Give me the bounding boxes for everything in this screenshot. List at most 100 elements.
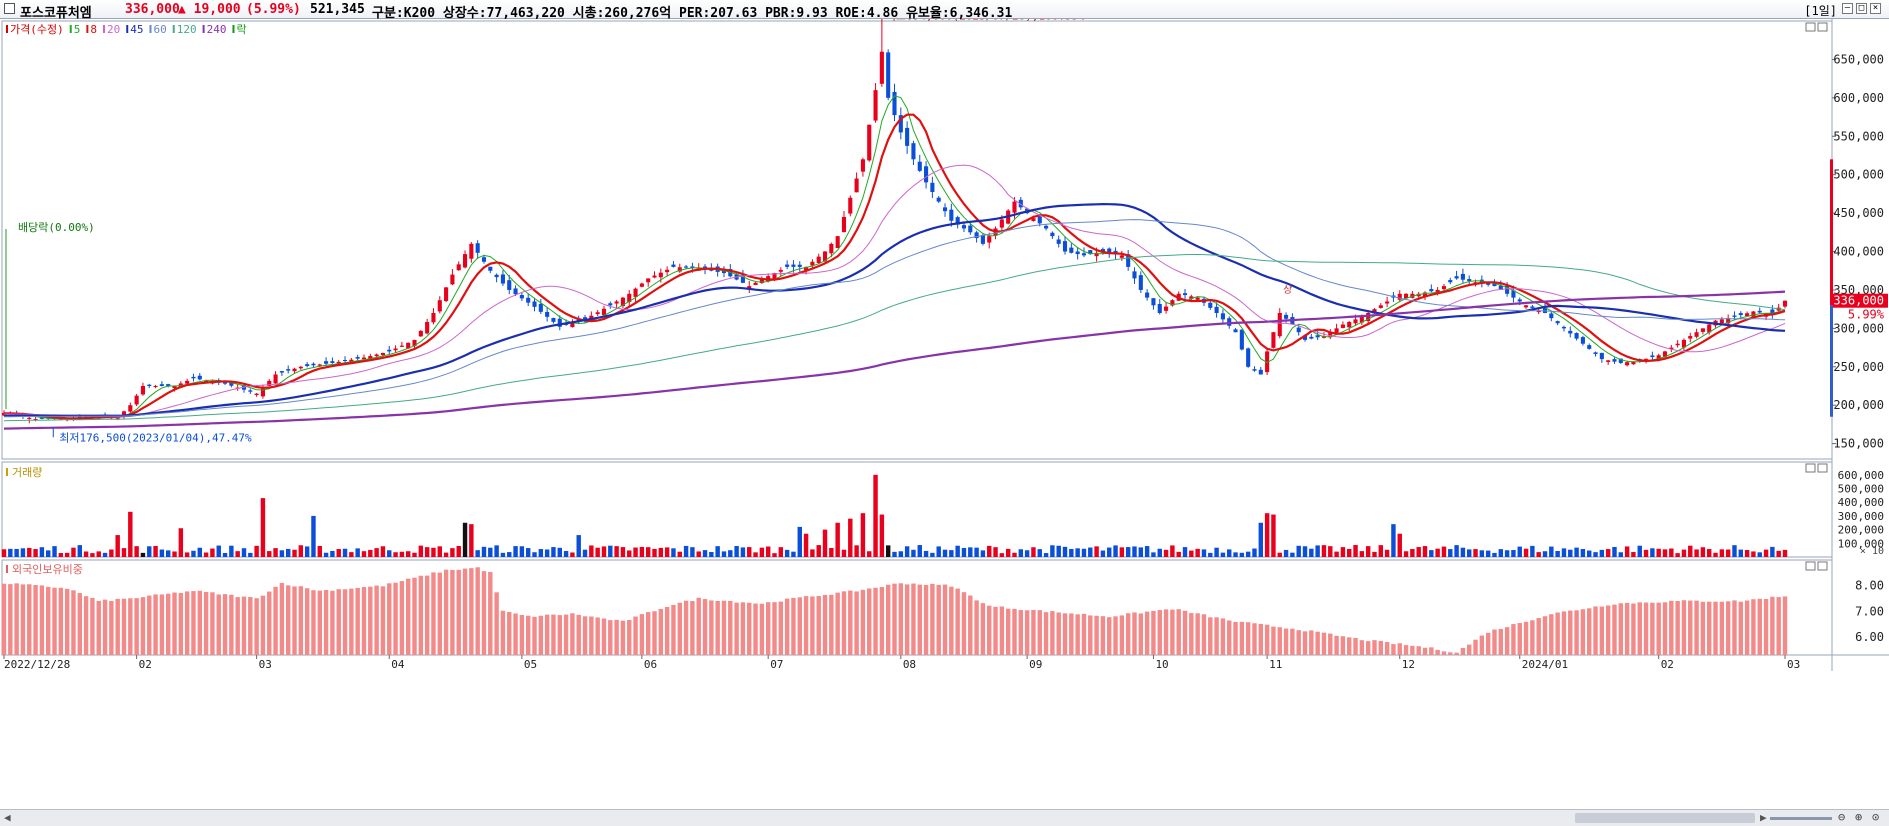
foreign-ratio-bar bbox=[336, 589, 341, 655]
panel-close-icon[interactable] bbox=[1817, 22, 1828, 32]
scroll-thumb[interactable] bbox=[1575, 813, 1755, 823]
ma-line-60 bbox=[3, 219, 1786, 418]
zoom-in-icon[interactable]: ⊕ bbox=[1855, 810, 1863, 824]
stock-info: 구분:K200 상장수:77,463,220 시총:260,276억 PER:2… bbox=[372, 6, 1013, 21]
chart-scrollbar[interactable]: ◀ ▶ ⊖ ⊕ ⊙ bbox=[0, 809, 1889, 826]
volume-unit-note: × 10 bbox=[1860, 546, 1884, 557]
volume-bar bbox=[437, 546, 442, 557]
candle-body bbox=[911, 143, 916, 160]
foreign-panel-label: 외국인보유비중 bbox=[12, 563, 83, 576]
foreign-ratio-bar bbox=[911, 583, 916, 655]
candle-body bbox=[804, 266, 809, 271]
zoom-reset-icon[interactable]: ⊙ bbox=[1872, 810, 1880, 824]
candle-body bbox=[1340, 324, 1345, 328]
date-tick-label: 12 bbox=[1402, 658, 1415, 671]
price-tick-label: 500,000 bbox=[1833, 168, 1884, 182]
volume-bar bbox=[90, 553, 95, 557]
volume-bar bbox=[1277, 552, 1282, 557]
candle-body bbox=[273, 374, 278, 384]
foreign-ratio-bar bbox=[1125, 613, 1131, 655]
foreign-ratio-bar bbox=[235, 597, 240, 655]
foreign-ratio-bar bbox=[1283, 628, 1289, 655]
candle-body bbox=[1650, 355, 1655, 358]
candle-body bbox=[456, 264, 461, 271]
foreign-ratio-bar bbox=[627, 620, 632, 655]
volume-bar bbox=[955, 545, 960, 557]
candle-body bbox=[980, 235, 985, 244]
volume-bar bbox=[197, 547, 202, 557]
candle-body bbox=[1258, 369, 1263, 375]
volume-bar bbox=[1688, 545, 1693, 557]
foreign-ratio-bar bbox=[140, 597, 146, 655]
foreign-ratio-bar bbox=[1353, 637, 1358, 655]
zoom-out-icon[interactable]: ⊖ bbox=[1838, 810, 1846, 824]
candle-body bbox=[601, 308, 607, 315]
foreign-ratio-bar bbox=[90, 597, 95, 655]
restore-icon[interactable]: □ bbox=[1856, 3, 1867, 14]
panel-restore-icon[interactable] bbox=[1805, 22, 1816, 32]
period-selector[interactable]: [1일] bbox=[1804, 4, 1837, 18]
legend-label: 가격(수정) bbox=[10, 23, 64, 36]
foreign-ratio-bar bbox=[1302, 631, 1308, 655]
foreign-ratio-bar bbox=[355, 588, 360, 655]
candle-body bbox=[1397, 293, 1402, 300]
candle-body bbox=[1422, 292, 1428, 297]
foreign-ratio-bar bbox=[109, 600, 114, 655]
foreign-ratio-bar bbox=[835, 592, 840, 655]
volume-bar bbox=[1334, 551, 1339, 557]
foreign-ratio-bar bbox=[71, 590, 76, 655]
foreign-ratio-bar bbox=[557, 615, 562, 655]
foreign-ratio-bar bbox=[538, 615, 544, 655]
foreign-ratio-bar bbox=[1397, 643, 1402, 655]
volume-bar bbox=[1005, 548, 1011, 557]
volume-bar bbox=[816, 545, 821, 557]
scroll-right-arrow-icon[interactable]: ▶ bbox=[1760, 811, 1767, 824]
foreign-ratio-bar bbox=[1347, 637, 1352, 655]
volume-bar bbox=[1713, 552, 1718, 557]
foreign-ratio-bar bbox=[387, 583, 392, 655]
volume-bar bbox=[1214, 547, 1219, 557]
candle-body bbox=[254, 393, 259, 396]
candle-body bbox=[1656, 355, 1661, 360]
volume-tick-label: 400,000 bbox=[1838, 496, 1884, 509]
foreign-ratio-bar bbox=[1763, 599, 1769, 655]
volume-bar bbox=[1239, 552, 1245, 557]
price-tick-label: 200,000 bbox=[1833, 398, 1884, 412]
candle-body bbox=[418, 330, 423, 337]
checkbox-icon[interactable] bbox=[4, 3, 15, 14]
panel-close-icon[interactable] bbox=[1817, 561, 1828, 571]
foreign-ratio-bar bbox=[696, 597, 701, 655]
foreign-ratio-bar bbox=[1725, 601, 1731, 655]
panel-close-icon[interactable] bbox=[1817, 463, 1828, 473]
foreign-ratio-bar bbox=[1770, 596, 1775, 655]
foreign-ratio-bar bbox=[1580, 609, 1586, 655]
date-tick-label: 04 bbox=[391, 658, 405, 671]
foreign-ratio-bar bbox=[304, 588, 310, 655]
volume-bar bbox=[747, 547, 752, 557]
foreign-ratio-bar bbox=[115, 598, 120, 655]
volume-bar bbox=[248, 552, 253, 557]
stock-chart[interactable]: 150,000 200,000 250,000 300,000 350,000 400,0… bbox=[0, 19, 1889, 809]
panel-restore-icon[interactable] bbox=[1805, 463, 1816, 473]
volume-bar bbox=[1296, 545, 1301, 557]
volume-bar bbox=[1245, 551, 1251, 557]
foreign-ratio-bar bbox=[330, 590, 335, 655]
foreign-ratio-bar bbox=[159, 594, 165, 655]
volume-bar bbox=[911, 549, 916, 557]
foreign-ratio-bar bbox=[96, 600, 101, 655]
minimize-icon[interactable]: – bbox=[1842, 3, 1853, 14]
close-icon[interactable]: × bbox=[1870, 3, 1881, 14]
foreign-ratio-bar bbox=[1113, 616, 1118, 655]
volume-bar bbox=[645, 547, 651, 557]
candle-body bbox=[1044, 225, 1049, 229]
volume-bar bbox=[279, 550, 285, 557]
zoom-slider[interactable] bbox=[1770, 817, 1832, 820]
legend-label: 240 bbox=[207, 23, 227, 36]
scroll-left-arrow-icon[interactable]: ◀ bbox=[4, 811, 11, 824]
volume-bar bbox=[216, 545, 221, 557]
volume-bar bbox=[1081, 548, 1087, 557]
panel-restore-icon[interactable] bbox=[1805, 561, 1816, 571]
volume-bar bbox=[1751, 551, 1756, 557]
foreign-ratio-bar bbox=[462, 568, 468, 655]
foreign-ratio-bar bbox=[772, 602, 777, 655]
